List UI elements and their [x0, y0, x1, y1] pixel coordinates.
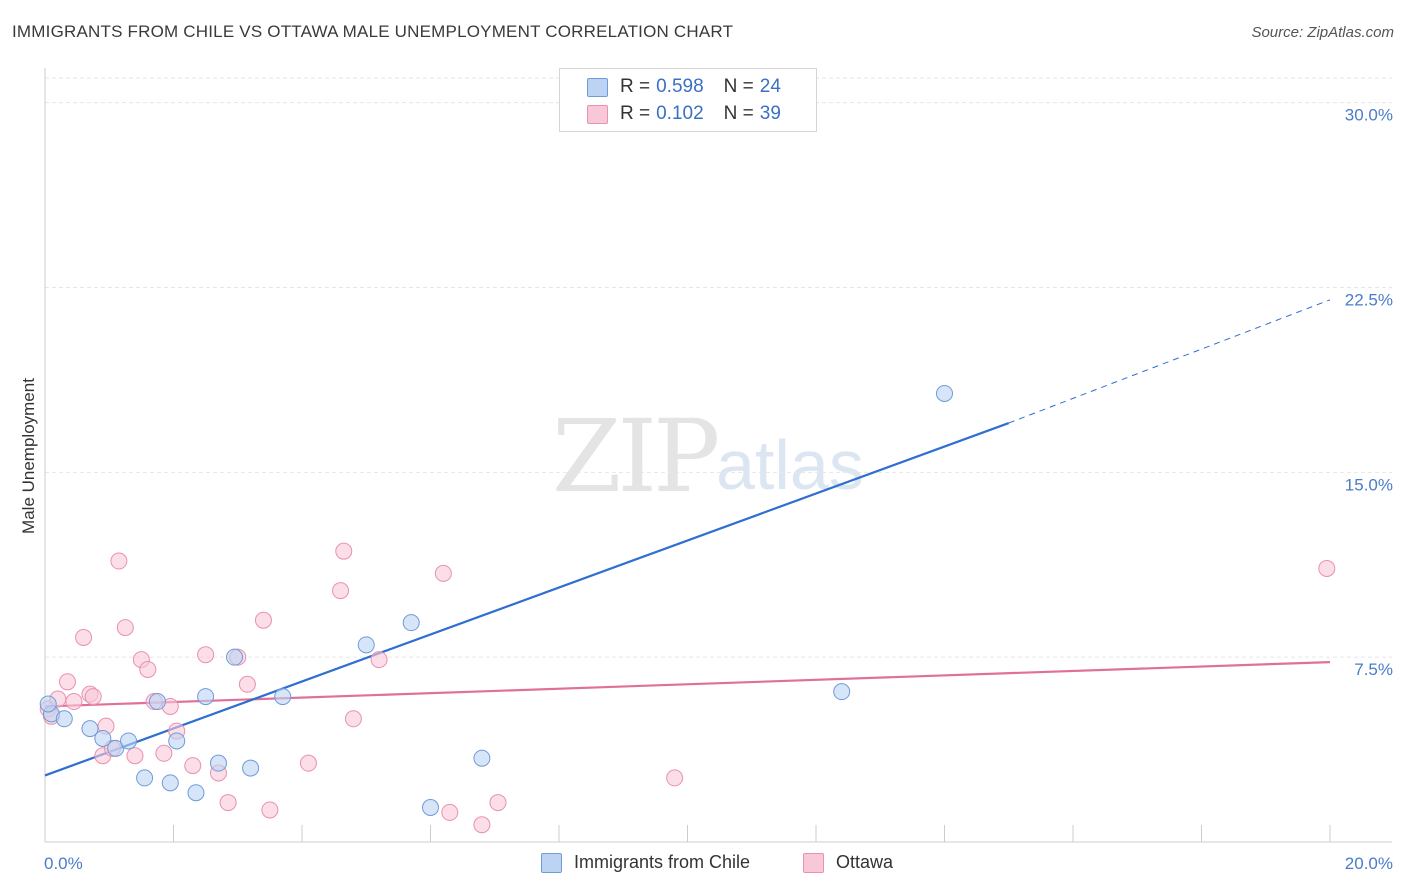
legend-swatch-ottawa	[587, 104, 608, 124]
legend-n-label: N =	[723, 103, 754, 124]
point-chile	[94, 729, 112, 747]
point-ottawa	[666, 769, 684, 787]
point-ottawa	[370, 651, 388, 669]
watermark-zip: ZIP	[552, 398, 720, 515]
y-tick-label: 15.0%	[1345, 475, 1393, 494]
correlation-legend: R = 0.598 N = 24 R = 0.102 N = 39	[559, 68, 817, 132]
point-chile	[55, 710, 73, 728]
legend-n-value: 39	[759, 103, 781, 124]
legend-n-label: N =	[723, 76, 754, 97]
point-chile	[136, 769, 154, 787]
legend-item-chile[interactable]: Immigrants from Chile	[541, 852, 750, 873]
trend-layer	[44, 299, 1331, 777]
point-ottawa	[155, 744, 173, 762]
legend-r-value: 0.102	[656, 103, 704, 124]
point-chile	[187, 784, 205, 802]
legend-swatch-chile	[541, 852, 562, 873]
point-chile	[226, 648, 244, 666]
trendline-chile-extension	[1008, 299, 1331, 424]
point-ottawa	[473, 816, 491, 834]
legend-row-ottawa: R = 0.102 N = 39	[587, 103, 781, 125]
point-chile	[357, 636, 375, 654]
point-chile	[242, 759, 260, 777]
series-legend: Immigrants from Chile Ottawa	[0, 852, 1406, 876]
point-ottawa	[126, 747, 144, 765]
legend-swatch-ottawa	[803, 852, 824, 873]
legend-label-ottawa: Ottawa	[836, 852, 894, 872]
point-ottawa	[254, 611, 272, 629]
legend-row-chile: R = 0.598 N = 24	[587, 76, 781, 98]
source-label: Source: ZipAtlas.com	[1251, 24, 1394, 41]
point-chile	[39, 695, 57, 713]
chart-title: IMMIGRANTS FROM CHILE VS OTTAWA MALE UNE…	[12, 22, 734, 41]
point-ottawa	[1318, 559, 1336, 577]
point-ottawa	[197, 646, 215, 664]
point-chile	[197, 688, 215, 706]
point-ottawa	[238, 675, 256, 693]
grid-layer	[45, 77, 1392, 658]
point-ottawa	[139, 660, 157, 678]
y-tick-label: 7.5%	[1354, 660, 1393, 679]
point-chile	[274, 688, 292, 706]
label-layer: 7.5% 15.0% 22.5% 30.0% 0.0% 20.0% Male Unemplo…	[19, 106, 1393, 873]
point-ottawa	[434, 564, 452, 582]
y-tick-label: 22.5%	[1345, 290, 1393, 309]
legend-r-label: R =	[620, 103, 651, 124]
axis-layer	[44, 68, 1392, 843]
point-ottawa	[219, 794, 237, 812]
point-chile	[209, 754, 227, 772]
x-tick-label: 0.0%	[44, 854, 83, 873]
point-chile	[81, 720, 99, 738]
point-ottawa	[84, 688, 102, 706]
point-ottawa	[58, 673, 76, 691]
point-ottawa	[344, 710, 362, 728]
point-chile	[107, 739, 125, 757]
trendline-ottawa	[44, 660, 1331, 708]
watermark-atlas: atlas	[716, 426, 864, 504]
point-ottawa	[110, 552, 128, 570]
points-layer	[39, 113, 1336, 834]
point-chile	[161, 774, 179, 792]
point-chile	[422, 798, 439, 816]
legend-item-ottawa[interactable]: Ottawa	[803, 852, 893, 873]
point-ottawa	[441, 803, 459, 821]
point-chile	[473, 749, 491, 767]
point-ottawa	[75, 628, 93, 646]
point-ottawa	[116, 619, 134, 637]
point-ottawa	[299, 754, 317, 772]
legend-label-chile: Immigrants from Chile	[574, 852, 751, 872]
point-chile	[833, 683, 851, 701]
point-chile	[402, 614, 420, 632]
y-axis-label: Male Unemployment	[19, 378, 38, 534]
point-chile	[168, 732, 186, 750]
legend-r-label: R =	[620, 76, 651, 97]
point-ottawa	[261, 801, 279, 819]
point-ottawa	[184, 757, 202, 775]
point-chile	[936, 384, 953, 402]
point-chile	[148, 693, 166, 711]
trendline-chile	[44, 421, 1010, 777]
x-tick-label: 20.0%	[1345, 854, 1393, 873]
legend-n-value: 24	[759, 76, 781, 97]
point-ottawa	[65, 693, 83, 711]
y-tick-label: 30.0%	[1345, 106, 1393, 125]
point-chile	[120, 732, 138, 750]
point-ottawa	[332, 582, 350, 600]
legend-r-value: 0.598	[656, 76, 704, 97]
point-ottawa	[335, 542, 353, 560]
legend-swatch-chile	[587, 77, 608, 97]
point-ottawa	[489, 794, 507, 812]
